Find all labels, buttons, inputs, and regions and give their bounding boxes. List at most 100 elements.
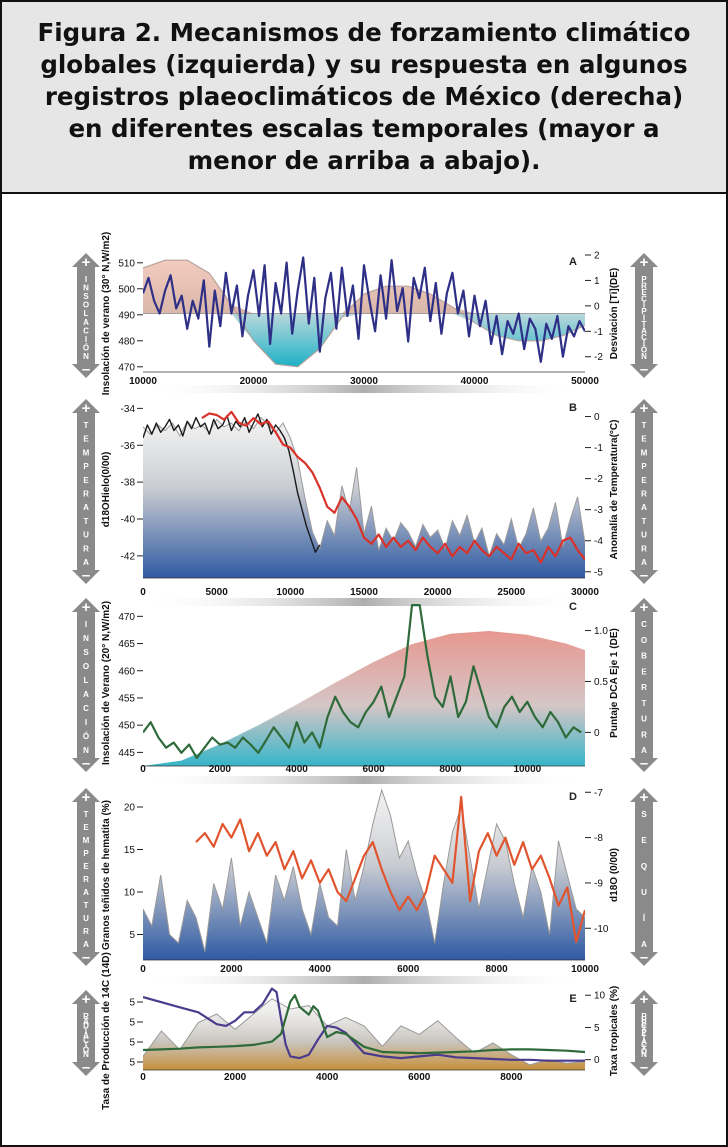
left-axis: 470 480 490 500 510 Insolación de verano (30°… xyxy=(101,232,143,395)
indicator-letter: R xyxy=(641,683,647,692)
left-tick-label: 10 xyxy=(124,888,136,899)
indicator-letter: S xyxy=(641,810,647,819)
right-tick-label: 5 xyxy=(594,1023,600,1034)
indicator-letter: P xyxy=(83,849,89,858)
x-tick-label: 2000 xyxy=(220,964,243,975)
indicator-letter: R xyxy=(83,875,89,884)
left-tick-label: 455 xyxy=(118,693,135,704)
left-tick-label: 5 xyxy=(129,998,135,1009)
indicator-letter: A xyxy=(641,503,647,512)
panel-data xyxy=(143,788,585,960)
indicator-letter: E xyxy=(641,435,647,444)
indicator-letter: P xyxy=(641,1012,647,1021)
left-tick-label: 480 xyxy=(118,336,135,347)
indicator-letter: E xyxy=(641,476,647,485)
indicator-letter: T xyxy=(642,320,647,329)
indicator-arrow-icon xyxy=(630,788,658,966)
indicator-letter: A xyxy=(83,1017,89,1026)
left-axis: 5 10 15 20 Granos teñidos de hematita (%) xyxy=(101,800,143,950)
indicator-letter: O xyxy=(83,662,89,671)
left-tick-label: 510 xyxy=(118,258,135,269)
indicator-letter: I xyxy=(85,620,87,629)
indicator-letter: N xyxy=(83,634,89,643)
indicator-letter: L xyxy=(84,309,89,318)
indicator-letter: R xyxy=(641,544,647,553)
x-tick-label: 8000 xyxy=(439,764,462,775)
x-tick-label: 0 xyxy=(140,964,146,975)
indicator-arrow-icon xyxy=(630,399,658,584)
x-axis: 0 2000 4000 6000 8000 10000 xyxy=(140,764,585,784)
x-tick-label: 2000 xyxy=(209,764,232,775)
x-tick-label: 0 xyxy=(140,764,146,775)
x-tick-label: 20000 xyxy=(424,587,452,598)
indicator-letter: P xyxy=(641,462,647,471)
x-tick-label: 10000 xyxy=(129,376,157,387)
indicator-arrow-icon xyxy=(630,598,658,772)
indicator-letter: A xyxy=(641,746,647,755)
x-tick-label: 10000 xyxy=(513,764,541,775)
x-axis: 0 2000 4000 6000 8000 xyxy=(140,1069,585,1083)
right-tick-label: -9 xyxy=(594,878,603,889)
figure-header: Figura 2. Mecanismos de forzamiento clim… xyxy=(2,2,726,194)
indicator-letter: N xyxy=(641,352,647,361)
indicator-letter: I xyxy=(643,1025,645,1034)
panel-d: 5 10 15 20 Granos teñidos de hematita (%) -10… xyxy=(101,788,620,984)
panel-a: 470 480 490 500 510 Insolación de verano (30°… xyxy=(101,232,620,395)
insolation-curve xyxy=(143,259,585,368)
left-axis-label: Granos teñidos de hematita (%) xyxy=(101,800,112,950)
x-axis: 0 5000 10000 15000 20000 25000 30000 xyxy=(140,577,599,606)
indicator-letter: E xyxy=(641,1018,647,1027)
x-tick-label: 15000 xyxy=(350,587,378,598)
x-tick-label: 4000 xyxy=(316,1072,339,1083)
minus-sign: – xyxy=(640,949,648,966)
left-tick-label: 490 xyxy=(118,310,135,321)
right-tick-label: 0.5 xyxy=(594,677,608,688)
right-tick-label: -7 xyxy=(594,788,603,799)
scale-transition-band xyxy=(143,385,585,393)
area-outline xyxy=(143,998,585,1066)
x-tick-label: 6000 xyxy=(408,1072,431,1083)
left-tick-label: 5 xyxy=(129,1058,135,1069)
panel-label: D xyxy=(569,791,577,803)
indicator-letter: P xyxy=(641,307,647,316)
left-tick-label: 460 xyxy=(118,666,135,677)
insolation-warm-area xyxy=(143,260,585,314)
right-axis-label: d18O (0/00) xyxy=(609,848,620,902)
indicator-letter: I xyxy=(643,1044,645,1053)
right-tick-label: -2 xyxy=(594,352,603,363)
x-tick-label: 4000 xyxy=(286,764,309,775)
left-tick-label: -42 xyxy=(121,551,136,562)
indicator-arrow-icon xyxy=(630,990,658,1076)
minus-sign: – xyxy=(640,1059,648,1076)
insolation-cool-area xyxy=(143,313,585,367)
left-axis-label: d18OHielo(0/00) xyxy=(101,452,112,528)
indicator-letter: A xyxy=(83,318,89,327)
minus-sign: – xyxy=(640,567,648,584)
plus-sign: + xyxy=(82,991,91,1008)
indicator-letter: A xyxy=(83,503,89,512)
indicator-letter: T xyxy=(84,421,89,430)
x-tick-label: 6000 xyxy=(362,764,385,775)
x-tick-label: 50000 xyxy=(571,376,599,387)
indicator-letter: C xyxy=(83,1036,89,1045)
left-tick-label: 470 xyxy=(118,612,135,623)
indicator-letter: Ó xyxy=(83,343,89,352)
indicator-letter: Q xyxy=(641,862,647,871)
right-axis: -2 -1 0 1 2 Desviación [Ti](DE) xyxy=(585,251,620,363)
indicator-letter: A xyxy=(83,888,89,897)
panel-label: A xyxy=(569,256,577,268)
right-tick-label: 0 xyxy=(594,1055,600,1066)
series-line xyxy=(143,604,582,759)
left-tick-label: 20 xyxy=(124,803,136,814)
minus-sign: – xyxy=(82,361,90,378)
indicator-letter: I xyxy=(85,718,87,727)
indicator-letter: E xyxy=(641,288,647,297)
right-axis-label: Puntaje DCA Eje 1 (DE) xyxy=(609,628,620,738)
x-tick-label: 0 xyxy=(140,1072,146,1083)
indicator-letter: N xyxy=(83,352,89,361)
indicator-letter: E xyxy=(641,836,647,845)
indicator-letter: B xyxy=(641,652,647,661)
